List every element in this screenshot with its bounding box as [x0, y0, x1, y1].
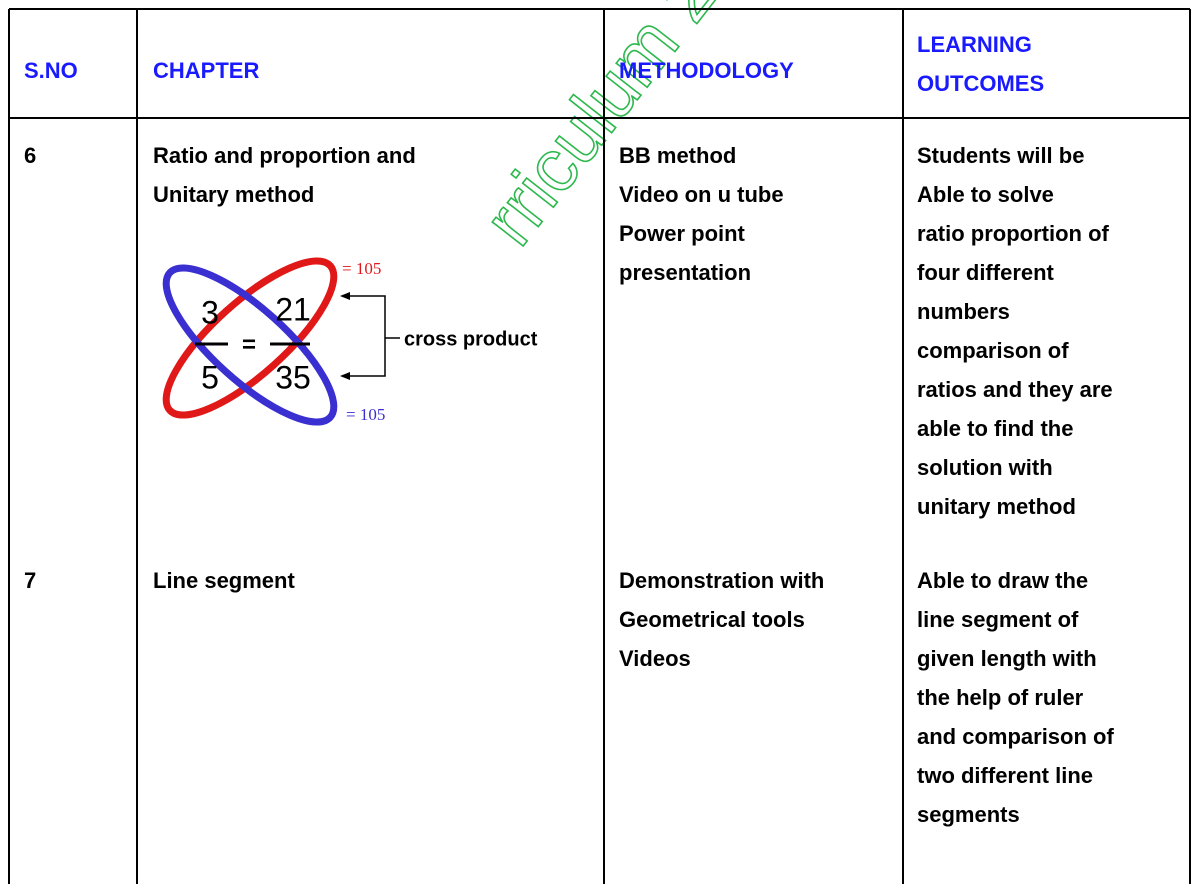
table-cell: solution with	[917, 455, 1053, 480]
fig-equals: =	[242, 331, 256, 358]
table-cell: BB method	[619, 143, 736, 168]
fig-number: 35	[275, 359, 311, 395]
header-cell: METHODOLOGY	[619, 58, 794, 83]
table-cell: comparison of	[917, 338, 1069, 363]
bracket	[345, 295, 386, 377]
table-cell: ratios and they are	[917, 377, 1113, 402]
table-cell: 7	[24, 568, 36, 593]
red-ellipse	[162, 257, 338, 419]
table-cell: Video on u tube	[619, 182, 784, 207]
fig-product: = 105	[346, 405, 385, 424]
fig-number: 3	[201, 294, 219, 330]
blue-ellipse	[162, 264, 338, 426]
fig-label: cross product	[404, 328, 538, 350]
table-cell: and comparison of	[917, 724, 1114, 749]
fig-product: = 105	[342, 259, 381, 278]
fig-number: 5	[201, 359, 219, 395]
table-cell: four different	[917, 260, 1055, 285]
arrow-head	[340, 292, 350, 300]
table-cell: Able to draw the	[917, 568, 1088, 593]
table-cell: line segment of	[917, 607, 1079, 632]
table-cell: numbers	[917, 299, 1010, 324]
table-cell: presentation	[619, 260, 751, 285]
header-cell: OUTCOMES	[917, 71, 1044, 96]
table-cell: able to find the	[917, 416, 1073, 441]
cross-product-figure: 3 21 5 35 = = 105 = 105 cross product	[162, 257, 538, 426]
table-cell: Able to solve	[917, 182, 1054, 207]
table-cell: Line segment	[153, 568, 295, 593]
table-borders	[8, 8, 1191, 884]
header-cell: S.NO	[24, 58, 78, 83]
table-cell: given length with	[917, 646, 1097, 671]
table-cell: segments	[917, 802, 1020, 827]
table-cell: Unitary method	[153, 182, 314, 207]
table-cell: ratio proportion of	[917, 221, 1110, 246]
table-cell: unitary method	[917, 494, 1076, 519]
table-cell: the help of ruler	[917, 685, 1084, 710]
header-cell: CHAPTER	[153, 58, 259, 83]
table-cell: 6	[24, 143, 36, 168]
table-cell: Demonstration with	[619, 568, 824, 593]
table-cell: two different line	[917, 763, 1093, 788]
table-cell: Students will be	[917, 143, 1084, 168]
fig-number: 21	[275, 291, 311, 327]
arrow-head	[340, 372, 350, 380]
table-cell: Power point	[619, 221, 746, 246]
table-cell: Geometrical tools	[619, 607, 805, 632]
header-cell: LEARNING	[917, 32, 1032, 57]
table-cell: Ratio and proportion and	[153, 143, 416, 168]
table-cell: Videos	[619, 646, 691, 671]
